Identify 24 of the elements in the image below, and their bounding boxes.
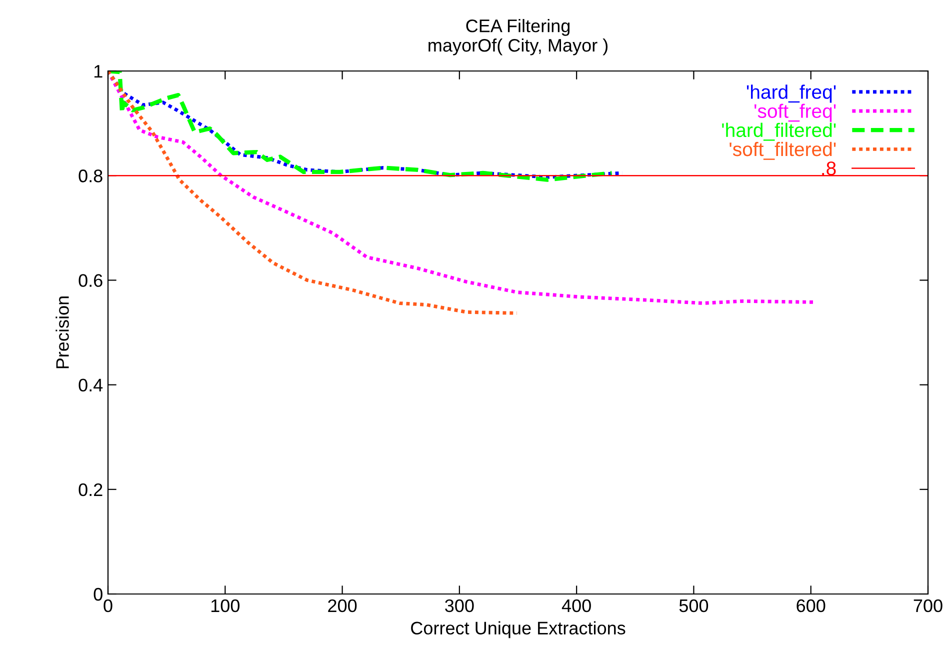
chart-title: CEA Filtering xyxy=(466,19,570,36)
x-tick-label: 300 xyxy=(445,599,474,612)
y-tick-label: 0.2 xyxy=(78,483,102,496)
legend-label: 'soft_freq' xyxy=(754,104,836,122)
x-tick-label: 600 xyxy=(796,599,826,612)
y-tick-label: 1 xyxy=(94,65,102,78)
y-tick-label: 0.4 xyxy=(78,378,103,392)
x-tick-label: 400 xyxy=(562,599,591,612)
legend-label: 'hard_filtered' xyxy=(722,122,836,141)
line-series xyxy=(108,71,519,315)
x-tick-label: 0 xyxy=(104,599,112,612)
legend-label: 'soft_filtered' xyxy=(730,142,836,160)
chart-subtitle: mayorOf( City, Mayor ) xyxy=(428,38,608,56)
x-axis-title: Correct Unique Extractions xyxy=(411,621,626,638)
x-tick-label: 100 xyxy=(211,599,240,612)
y-tick-label: 0.8 xyxy=(78,170,102,182)
legend-label: 'hard_freq' xyxy=(746,84,836,103)
x-tick-label: 500 xyxy=(679,599,708,612)
y-axis-title: Precision xyxy=(56,296,69,368)
x-tick-label: 700 xyxy=(914,599,942,612)
x-tick-label: 200 xyxy=(328,599,357,612)
ref-line-label: .8 xyxy=(822,162,836,176)
y-tick-label: 0 xyxy=(94,588,102,601)
y-tick-label: 0.6 xyxy=(78,274,102,287)
